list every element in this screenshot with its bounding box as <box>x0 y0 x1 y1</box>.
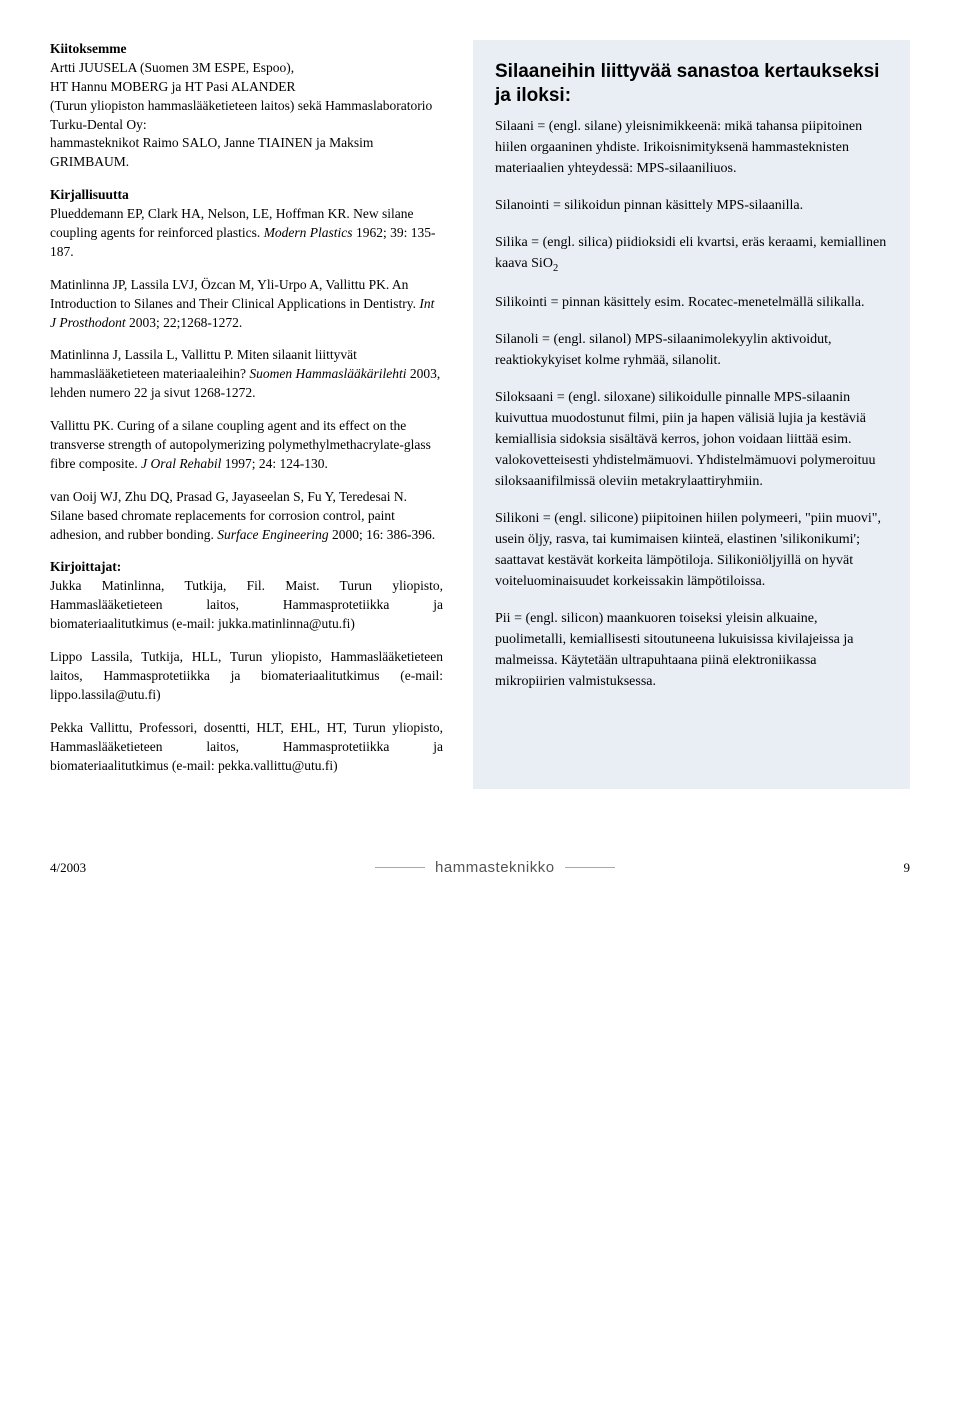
left-column: Kiitoksemme Artti JUUSELA (Suomen 3M ESP… <box>50 40 443 789</box>
page-footer: 4/2003 hammasteknikko 9 <box>50 859 910 876</box>
references-heading: Kirjallisuutta <box>50 186 443 205</box>
reference-item: Plueddemann EP, Clark HA, Nelson, LE, Ho… <box>50 205 443 262</box>
glossary-entry: Pii = (engl. silicon) maankuoren toiseks… <box>495 608 888 692</box>
author-item: Lippo Lassila, Tutkija, HLL, Turun yliop… <box>50 648 443 705</box>
author-item: Jukka Matinlinna, Tutkija, Fil. Maist. T… <box>50 577 443 634</box>
thanks-block: Kiitoksemme Artti JUUSELA (Suomen 3M ESP… <box>50 40 443 172</box>
thanks-heading: Kiitoksemme <box>50 41 127 56</box>
glossary-title: Silaaneihin liittyvää sanastoa kertaukse… <box>495 60 888 108</box>
issue-number: 4/2003 <box>50 860 86 876</box>
glossary-entry: Silaani = (engl. silane) yleisnimikkeenä… <box>495 116 888 179</box>
reference-item: Matinlinna J, Lassila L, Vallittu P. Mit… <box>50 346 443 403</box>
page-number: 9 <box>903 860 910 876</box>
authors-heading: Kirjoittajat: <box>50 558 443 577</box>
footer-publication: hammasteknikko <box>375 859 615 876</box>
reference-item: Matinlinna JP, Lassila LVJ, Özcan M, Yli… <box>50 276 443 333</box>
author-item: Pekka Vallittu, Professori, dosentti, HL… <box>50 719 443 776</box>
divider-line <box>375 867 425 868</box>
glossary-entry: Silanointi = silikoidun pinnan käsittely… <box>495 195 888 216</box>
glossary-entry: Silikoni = (engl. silicone) piipitoinen … <box>495 508 888 592</box>
glossary-entry: Silikointi = pinnan käsittely esim. Roca… <box>495 292 888 313</box>
reference-item: Vallittu PK. Curing of a silane coupling… <box>50 417 443 474</box>
glossary-box: Silaaneihin liittyvää sanastoa kertaukse… <box>473 40 910 789</box>
glossary-entry: Silanoli = (engl. silanol) MPS-silaanimo… <box>495 329 888 371</box>
divider-line <box>565 867 615 868</box>
glossary-entry: Silika = (engl. silica) piidioksidi eli … <box>495 232 888 277</box>
reference-item: van Ooij WJ, Zhu DQ, Prasad G, Jayaseela… <box>50 488 443 545</box>
glossary-entry: Siloksaani = (engl. siloxane) silikoidul… <box>495 387 888 492</box>
two-column-layout: Kiitoksemme Artti JUUSELA (Suomen 3M ESP… <box>50 40 910 789</box>
thanks-body: Artti JUUSELA (Suomen 3M ESPE, Espoo), H… <box>50 60 432 169</box>
